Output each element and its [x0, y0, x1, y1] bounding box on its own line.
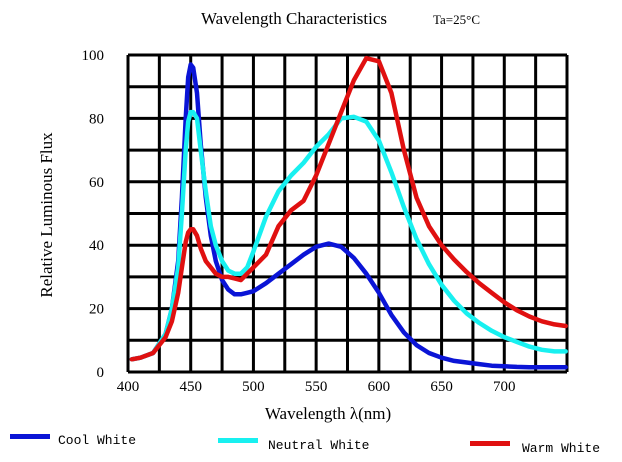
y-tick-label: 0 — [97, 365, 105, 381]
legend-label: Warm White — [522, 441, 600, 456]
grid — [126, 53, 569, 374]
legend-swatch — [470, 441, 510, 446]
x-tick-label: 500 — [242, 379, 265, 395]
x-tick-label: 550 — [305, 379, 328, 395]
x-tick-label: 700 — [493, 379, 516, 395]
y-tick-label: 60 — [89, 175, 104, 191]
series-line-warm-white — [129, 55, 568, 362]
series-line-neutral-white — [129, 109, 568, 362]
y-axis-label: Relative Luminous Flux — [37, 132, 56, 298]
x-axis-label: Wavelength λ(nm) — [265, 404, 391, 423]
series-layer — [129, 55, 568, 370]
x-tick-label: 450 — [179, 379, 202, 395]
legend-swatch — [218, 438, 258, 443]
chart-subtitle: Ta=25°C — [433, 12, 480, 27]
x-tick-label: 650 — [430, 379, 453, 395]
x-tick-label: 400 — [117, 379, 140, 395]
y-tick-label: 100 — [82, 48, 105, 64]
series-line-cool-white — [129, 62, 568, 370]
legend: Cool White Neutral White Warm White — [10, 433, 600, 456]
x-tick-label: 600 — [368, 379, 391, 395]
chart-title: Wavelength Characteristics — [201, 9, 387, 28]
y-tick-label: 40 — [89, 238, 104, 254]
y-tick-label: 80 — [89, 111, 104, 127]
tick-labels: 400 450 500 550 600 650 700 0 20 40 60 80 100 — [82, 48, 516, 395]
y-tick-label: 20 — [89, 302, 104, 318]
legend-label: Neutral White — [268, 438, 369, 453]
legend-swatch — [10, 434, 50, 439]
legend-label: Cool White — [58, 433, 136, 448]
